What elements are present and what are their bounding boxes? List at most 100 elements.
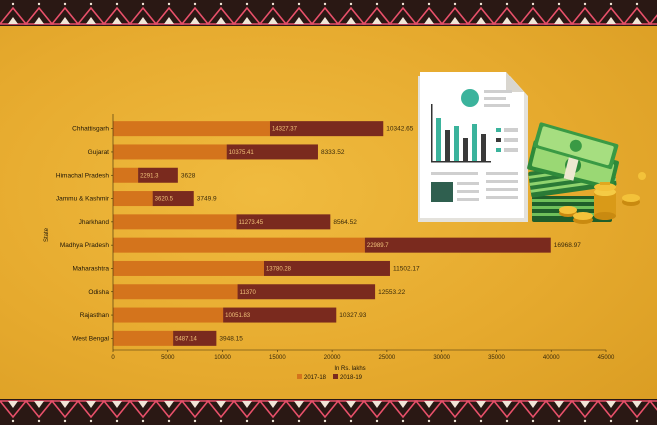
bar-2017-18 — [113, 121, 270, 137]
bar-value-label-2018-19: 3749.9 — [197, 196, 217, 203]
border-motif — [102, 400, 132, 423]
bar-value-label-2017-18: 5487.14 — [175, 336, 197, 342]
bar-2018-19 — [223, 307, 337, 323]
border-motif — [180, 2, 210, 25]
border-motif — [518, 2, 548, 25]
bar-value-label-2018-19: 3628 — [181, 172, 196, 179]
border-motif — [596, 2, 626, 25]
bar-2017-18 — [113, 214, 237, 230]
coins-icon — [559, 172, 646, 224]
bar-2017-18 — [113, 284, 238, 300]
border-motif — [284, 400, 314, 423]
category-label: Jharkhand — [79, 219, 110, 226]
border-motif — [310, 400, 340, 423]
border-motif — [622, 400, 652, 423]
document-chart-icon — [418, 72, 528, 222]
x-tick-label: 10000 — [214, 355, 231, 361]
border-motif — [232, 2, 262, 25]
border-motif — [258, 2, 288, 25]
bar-2018-19 — [138, 167, 178, 183]
bar-value-label-2018-19: 10342.65 — [386, 126, 413, 133]
bar-value-label-2017-18: 11370 — [240, 290, 257, 296]
x-tick-label: 15000 — [269, 355, 286, 361]
border-motif — [466, 2, 496, 25]
border-motif — [128, 400, 158, 423]
category-label: Chhattisgarh — [72, 126, 109, 133]
border-motif — [570, 400, 600, 423]
category-labels: Chhattisgarh Gujarat Himachal Pradesh Jammu… — [56, 126, 113, 342]
x-tick-label: 25000 — [379, 355, 396, 361]
border-motif — [0, 400, 28, 423]
legend-label: 2017-18 — [304, 375, 327, 381]
border-motif — [206, 2, 236, 25]
border-motif — [596, 400, 626, 423]
bar-value-label-2017-18: 22989.7 — [367, 243, 389, 249]
border-motif — [76, 2, 106, 25]
bar-value-label-2018-19: 12553.22 — [378, 289, 405, 296]
border-motif — [102, 2, 132, 25]
border-motif — [258, 400, 288, 423]
legend-label: 2018-19 — [340, 375, 363, 381]
border-motif — [154, 2, 184, 25]
x-tick-label: 0 — [111, 355, 115, 361]
bar-2017-18 — [113, 260, 264, 276]
border-motif — [180, 400, 210, 423]
border-motif — [362, 2, 392, 25]
category-label: Gujarat — [88, 149, 110, 156]
category-label: Madhya Pradesh — [60, 242, 110, 249]
bar-2018-19 — [226, 144, 318, 160]
bar-2018-19 — [236, 214, 331, 230]
bar-2018-19 — [364, 237, 551, 253]
category-label: Odisha — [88, 289, 109, 296]
x-axis-title: In Rs. lakhs — [334, 366, 365, 372]
bar-value-label-2018-19: 16968.97 — [554, 242, 581, 249]
category-label: West Bengal — [72, 335, 109, 342]
bars: 14327.37 10342.65 10375.41 8333.52 2291.3 362… — [113, 121, 581, 346]
bar-2017-18 — [113, 144, 227, 160]
category-label: Jammu & Kashmir — [56, 196, 110, 203]
x-tick-label: 20000 — [324, 355, 341, 361]
border-motif — [622, 2, 652, 25]
bar-value-label-2018-19: 3948.15 — [219, 335, 243, 342]
bar-value-label-2017-18: 10375.41 — [229, 150, 255, 156]
bar-value-label-2017-18: 2291.3 — [140, 173, 159, 179]
decorative-border-bottom — [0, 399, 657, 425]
category-label: Rajasthan — [80, 312, 110, 319]
border-motif — [440, 400, 470, 423]
x-tick-label: 5000 — [161, 355, 175, 361]
border-motif — [518, 400, 548, 423]
border-motif — [206, 400, 236, 423]
bar-2018-19 — [269, 121, 384, 137]
bar-2017-18 — [113, 167, 139, 183]
category-label: Himachal Pradesh — [56, 172, 109, 179]
bar-2017-18 — [113, 307, 224, 323]
border-motif — [76, 400, 106, 423]
border-motif — [50, 2, 80, 25]
category-label: Maharashtra — [73, 265, 110, 272]
border-motif — [414, 400, 444, 423]
bar-value-label-2017-18: 14327.37 — [272, 127, 298, 133]
border-motif — [492, 2, 522, 25]
legend-swatch — [297, 374, 302, 379]
border-motif — [440, 2, 470, 25]
border-motif — [336, 400, 366, 423]
legend: 2017-18 2018-19 — [297, 374, 363, 381]
border-motif — [128, 2, 158, 25]
bar-value-label-2017-18: 10051.83 — [225, 313, 251, 319]
bar-value-label-2018-19: 8564.52 — [333, 219, 357, 226]
border-motif — [50, 400, 80, 423]
bar-2018-19 — [263, 260, 390, 276]
border-motif — [466, 400, 496, 423]
x-tick-label: 40000 — [543, 355, 560, 361]
border-motif — [336, 2, 366, 25]
border-motif — [414, 2, 444, 25]
border-motif — [284, 2, 314, 25]
bar-value-label-2018-19: 8333.52 — [321, 149, 345, 156]
bar-value-label-2018-19: 10327.93 — [339, 312, 366, 319]
cash-stack-icon — [527, 122, 619, 222]
x-tick-label: 35000 — [488, 355, 505, 361]
bar-2017-18 — [113, 330, 174, 346]
x-tick-label: 30000 — [433, 355, 450, 361]
legend-swatch — [333, 374, 338, 379]
bar-value-label-2018-19: 11502.17 — [393, 265, 420, 272]
